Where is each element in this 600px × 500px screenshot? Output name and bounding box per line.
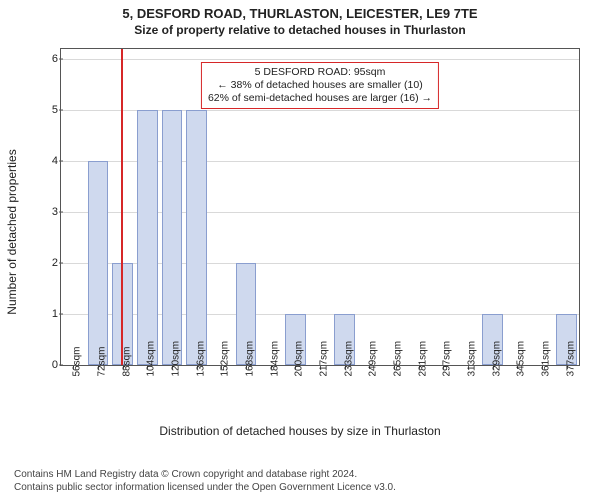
annotation-line: ← 38% of detached houses are smaller (10… [208, 79, 432, 92]
y-axis-label: Number of detached properties [5, 150, 19, 315]
y-tick-label: 4 [40, 155, 58, 167]
title-line-2: Size of property relative to detached ho… [14, 23, 586, 38]
y-tick-label: 3 [40, 206, 58, 218]
y-tick-label: 0 [40, 359, 58, 371]
footer-line-1: Contains HM Land Registry data © Crown c… [14, 469, 586, 482]
gridline [61, 59, 579, 60]
footer-line-2: Contains public sector information licen… [14, 482, 586, 495]
y-tick-mark [59, 263, 63, 264]
bar [137, 110, 158, 365]
y-tick-mark [59, 110, 63, 111]
chart-wrap: Number of detached properties 5 DESFORD … [14, 42, 586, 422]
y-tick-mark [59, 314, 63, 315]
bar [162, 110, 183, 365]
x-axis-label: Distribution of detached houses by size … [14, 424, 586, 438]
y-tick-mark [59, 161, 63, 162]
y-tick-label: 1 [40, 308, 58, 320]
annotation-line: 5 DESFORD ROAD: 95sqm [208, 66, 432, 79]
annotation-line: 62% of semi-detached houses are larger (… [208, 92, 432, 105]
bar [186, 110, 207, 365]
annotation-box: 5 DESFORD ROAD: 95sqm← 38% of detached h… [201, 62, 439, 109]
y-tick-mark [59, 212, 63, 213]
subject-marker-line [121, 49, 123, 365]
y-tick-label: 5 [40, 104, 58, 116]
plot-area: 5 DESFORD ROAD: 95sqm← 38% of detached h… [60, 48, 580, 366]
y-tick-label: 6 [40, 53, 58, 65]
bar [88, 161, 109, 365]
title-block: 5, DESFORD ROAD, THURLASTON, LEICESTER, … [14, 6, 586, 38]
page-root: 5, DESFORD ROAD, THURLASTON, LEICESTER, … [0, 0, 600, 500]
footer-block: Contains HM Land Registry data © Crown c… [14, 469, 586, 494]
y-tick-label: 2 [40, 257, 58, 269]
title-line-1: 5, DESFORD ROAD, THURLASTON, LEICESTER, … [14, 6, 586, 22]
y-tick-mark [59, 59, 63, 60]
y-tick-mark [59, 365, 63, 366]
